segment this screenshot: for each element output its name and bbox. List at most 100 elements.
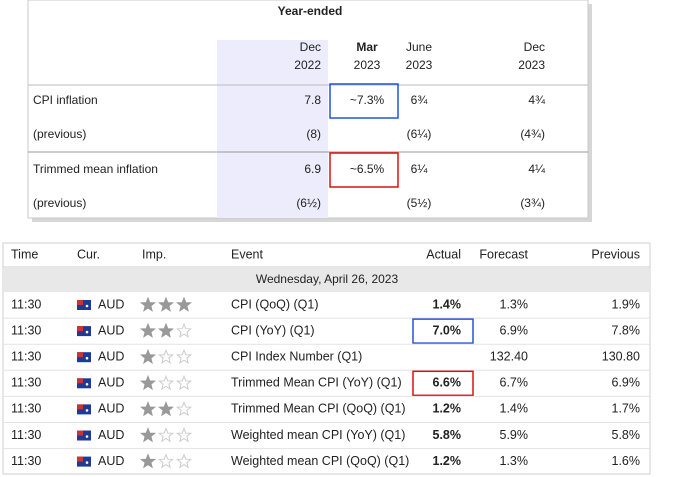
currency: AUD — [98, 297, 124, 311]
star — [175, 374, 193, 391]
flag — [77, 352, 91, 363]
flag-star — [85, 409, 89, 412]
cell: 6.9 — [304, 162, 321, 176]
cell: (3¾) — [520, 196, 545, 210]
column-header: Mar — [356, 40, 378, 54]
previous: 5.8% — [612, 428, 641, 442]
flag-canton — [77, 352, 83, 358]
cell: ~6.5% — [350, 162, 385, 176]
importance — [139, 427, 193, 443]
star — [139, 427, 157, 443]
highlight-box — [412, 318, 474, 344]
flag-canton — [77, 326, 83, 332]
flag — [77, 300, 91, 310]
date-row — [4, 268, 649, 292]
table-title: Year-ended — [278, 4, 343, 18]
cell: (5½) — [407, 196, 432, 210]
cell: 6¾ — [411, 93, 429, 107]
flag — [77, 430, 91, 441]
column-header: Previous — [591, 247, 640, 261]
currency: AUD — [98, 376, 124, 390]
time: 11:30 — [11, 376, 41, 390]
currency: AUD — [98, 428, 124, 442]
currency: AUD — [98, 402, 124, 416]
time: 11:30 — [11, 349, 41, 363]
time: 11:30 — [11, 428, 41, 442]
cell: 4¼ — [528, 162, 546, 176]
star — [157, 427, 175, 443]
row-label: (previous) — [33, 196, 86, 210]
star — [175, 348, 193, 365]
cell: 4¾ — [528, 93, 546, 107]
star — [139, 296, 157, 312]
column-header: Time — [11, 247, 38, 261]
star — [157, 348, 175, 365]
cell: ~7.3% — [350, 93, 385, 107]
flag-canton — [77, 456, 83, 462]
forecast: 1.3% — [500, 454, 529, 468]
flag-field — [77, 404, 91, 415]
time: 11:30 — [11, 323, 41, 337]
importance — [139, 374, 193, 391]
flag-field — [77, 352, 91, 363]
flag-star — [85, 304, 89, 308]
actual: 5.8% — [433, 428, 462, 442]
event: CPI (YoY) (Q1) — [231, 323, 315, 337]
flag — [77, 456, 91, 467]
actual: 1.2% — [433, 454, 462, 468]
column-header: Imp. — [142, 247, 166, 261]
time: 11:30 — [11, 454, 41, 468]
cell: 7.8 — [304, 93, 321, 107]
flag-star — [85, 461, 89, 464]
star — [139, 401, 157, 417]
column-header: June — [406, 40, 432, 54]
row-label: (previous) — [33, 127, 86, 141]
previous: 7.8% — [612, 323, 641, 337]
star — [157, 296, 175, 312]
flag-field — [77, 430, 91, 441]
cell: 6¼ — [411, 162, 429, 176]
flag-field — [77, 300, 91, 310]
flag-canton — [77, 430, 83, 436]
column-header: Cur. — [77, 247, 100, 261]
column-header: Dec — [524, 40, 545, 54]
importance — [139, 401, 193, 417]
flag-field — [77, 326, 91, 337]
flag — [77, 326, 91, 337]
row-label: CPI inflation — [33, 93, 98, 107]
star — [175, 322, 193, 338]
forecast: 6.9% — [500, 323, 529, 337]
flag-field — [77, 456, 91, 467]
forecast: 1.4% — [500, 402, 529, 416]
shaded-column — [217, 40, 328, 218]
actual: 1.4% — [433, 297, 462, 311]
flag-star — [85, 435, 89, 438]
flag-field — [77, 378, 91, 389]
flag-canton — [77, 404, 83, 410]
star — [139, 374, 157, 391]
cell: (8) — [306, 127, 321, 141]
actual: 6.6% — [433, 376, 462, 390]
calendar: Time Cur. Imp. Event Actual Forecast Previous 1… — [3, 247, 650, 469]
forecast: 5.9% — [500, 428, 529, 442]
flag — [77, 378, 91, 389]
forecast: 1.3% — [500, 297, 529, 311]
flag-star — [85, 383, 89, 386]
highlight-box — [329, 83, 399, 119]
flag-star — [85, 356, 89, 360]
time: 11:30 — [11, 297, 41, 311]
cell: (6¼) — [407, 127, 432, 141]
event: Trimmed Mean CPI (QoQ) (Q1) — [231, 402, 406, 416]
event: Weighted mean CPI (YoY) (Q1) — [231, 428, 405, 442]
previous: 130.80 — [602, 349, 640, 363]
event: CPI (QoQ) (Q1) — [231, 297, 319, 311]
column-header: 2023 — [406, 58, 433, 72]
previous: 1.9% — [612, 297, 641, 311]
event: Weighted mean CPI (QoQ) (Q1) — [231, 454, 409, 468]
column-header: Forecast — [479, 247, 528, 261]
flag-canton — [77, 378, 83, 384]
star — [175, 296, 193, 312]
highlight-box — [412, 370, 474, 397]
row-label: Trimmed mean inflation — [33, 162, 158, 176]
